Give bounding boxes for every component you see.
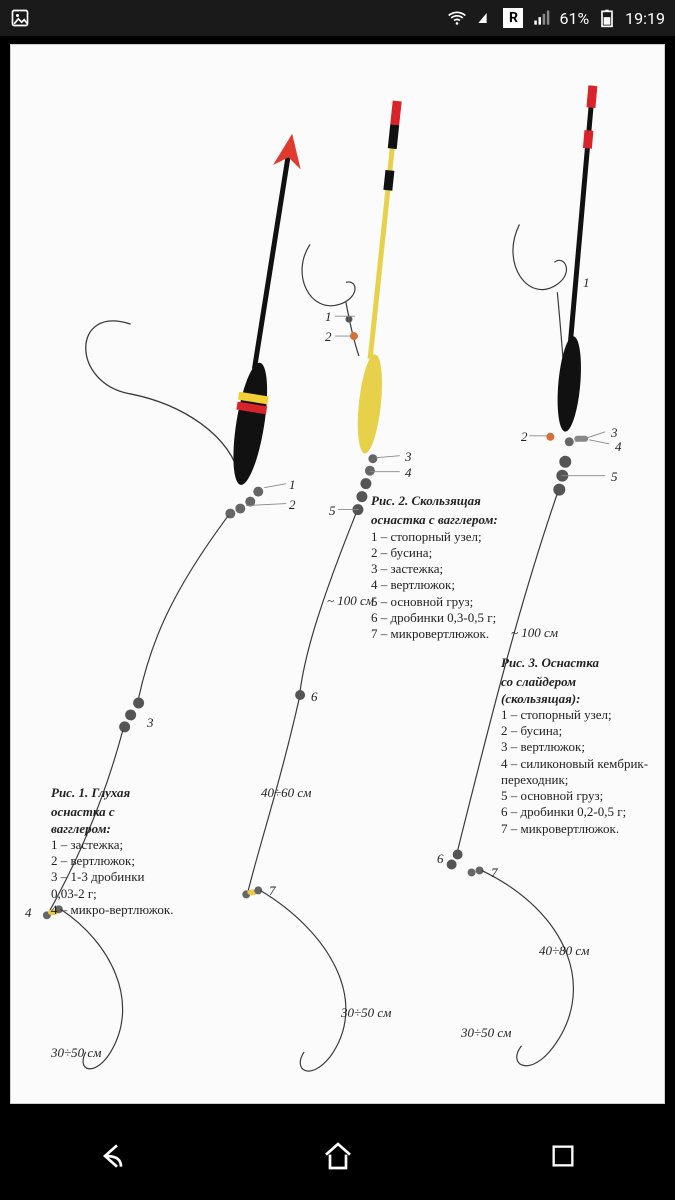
rig1-title3: вагглером: bbox=[51, 821, 231, 837]
rig2-title: Рис. 2. Скользящая bbox=[371, 493, 581, 509]
image-viewer[interactable]: 1 2 3 4 1 2 3 4 5 6 7 1 2 3 4 5 6 7 ~ 10… bbox=[0, 36, 675, 1112]
rig2-item-3: 3 – застежка; bbox=[371, 561, 581, 577]
diagram-page: 1 2 3 4 1 2 3 4 5 6 7 1 2 3 4 5 6 7 ~ 10… bbox=[10, 44, 665, 1104]
rig1-title2: оснастка с bbox=[51, 804, 231, 820]
rig2-item-1: 1 – стопорный узел; bbox=[371, 529, 581, 545]
rig2-num-5: 5 bbox=[329, 503, 336, 519]
android-nav-bar bbox=[0, 1112, 675, 1200]
rig3-item-2: 2 – бусина; bbox=[501, 723, 665, 739]
rig2-num-3: 3 bbox=[405, 449, 412, 465]
rig2-item-5: 5 – основной груз; bbox=[371, 594, 581, 610]
rig3-num-2: 2 bbox=[521, 429, 528, 445]
rig2-num-6: 6 bbox=[311, 689, 318, 705]
rig2-title2: оснастка с вагглером: bbox=[371, 512, 581, 528]
rig3-num-5: 5 bbox=[611, 469, 618, 485]
rig2-num-2: 2 bbox=[325, 329, 332, 345]
home-button[interactable] bbox=[308, 1126, 368, 1186]
rig3-item-4b: переходник; bbox=[501, 772, 665, 788]
rig1-item-1: 1 – застежка; bbox=[51, 837, 231, 853]
image-icon bbox=[10, 8, 30, 28]
rig1-item-2: 2 – вертлюжок; bbox=[51, 853, 231, 869]
rig2-num-1: 1 bbox=[325, 309, 332, 325]
rig3-item-4: 4 – силиконовый кембрик- bbox=[501, 756, 665, 772]
rig2-item-2: 2 – бусина; bbox=[371, 545, 581, 561]
rig1-callout: Рис. 1. Глухая оснастка с вагглером: 1 –… bbox=[51, 785, 231, 918]
rig3-title2: со слайдером bbox=[501, 674, 665, 690]
back-icon bbox=[97, 1140, 129, 1172]
battery-percent: 61% bbox=[559, 9, 589, 28]
rig3-callout: Рис. 3. Оснастка со слайдером (скользяща… bbox=[501, 655, 665, 837]
rig2-dim-mid: 40÷60 см bbox=[261, 785, 311, 801]
rig3-item-3: 3 – вертлюжок; bbox=[501, 739, 665, 755]
rig3-num-4: 4 bbox=[615, 439, 622, 455]
battery-icon bbox=[597, 8, 617, 28]
rig3-title3: (скользящая): bbox=[501, 691, 665, 707]
rig1-num-1: 1 bbox=[289, 477, 296, 493]
app-badge: R bbox=[503, 8, 523, 28]
rig2-callout: Рис. 2. Скользящая оснастка с вагглером:… bbox=[371, 493, 581, 642]
status-left-icons bbox=[10, 8, 30, 28]
android-status-bar: R 61% 19:19 bbox=[0, 0, 675, 36]
rig3-item-6: 6 – дробинки 0,2-0,5 г; bbox=[501, 804, 665, 820]
float-1 bbox=[227, 132, 306, 488]
rig1-dim: 30÷50 см bbox=[51, 1045, 101, 1061]
rig3-num-1: 1 bbox=[583, 275, 590, 291]
rig2-item-4: 4 – вертлюжок; bbox=[371, 577, 581, 593]
wifi-icon bbox=[447, 8, 467, 28]
recents-icon bbox=[549, 1142, 577, 1170]
signal-icon bbox=[531, 8, 551, 28]
rig2-num-4: 4 bbox=[405, 465, 412, 481]
home-icon bbox=[322, 1140, 354, 1172]
rig1-num-2: 2 bbox=[289, 497, 296, 513]
rig2-dim-lower: 30÷50 см bbox=[341, 1005, 391, 1021]
status-right-icons: R 61% 19:19 bbox=[447, 8, 665, 28]
rig3-dim-lower: 30÷50 см bbox=[461, 1025, 511, 1041]
rig3-num-6: 6 bbox=[437, 851, 444, 867]
rig2-num-7: 7 bbox=[269, 883, 276, 899]
clock: 19:19 bbox=[625, 9, 665, 28]
rig1-num-3: 3 bbox=[147, 715, 154, 731]
rig1-title: Рис. 1. Глухая bbox=[51, 785, 231, 801]
rig1-item-3b: 0,03-2 г; bbox=[51, 886, 231, 902]
float-2 bbox=[354, 101, 402, 455]
rig1-item-3: 3 – 1-3 дробинки bbox=[51, 869, 231, 885]
rig3-dim-mid: 40÷80 см bbox=[539, 943, 589, 959]
rig2-item-6: 6 – дробинки 0,3-0,5 г; bbox=[371, 610, 581, 626]
rig3-num-7: 7 bbox=[491, 865, 498, 881]
recents-button[interactable] bbox=[533, 1126, 593, 1186]
back-button[interactable] bbox=[83, 1126, 143, 1186]
float-3 bbox=[554, 85, 597, 432]
rig3-item-1: 1 – стопорный узел; bbox=[501, 707, 665, 723]
rig3-item-7: 7 – микровертлюжок. bbox=[501, 821, 665, 837]
rig3-item-5: 5 – основной груз; bbox=[501, 788, 665, 804]
rig2-item-7: 7 – микровертлюжок. bbox=[371, 626, 581, 642]
rig1-item-4: 4 – микро-вертлюжок. bbox=[51, 902, 231, 918]
cast-icon bbox=[475, 8, 495, 28]
rig1-num-4: 4 bbox=[25, 905, 32, 921]
rig3-title: Рис. 3. Оснастка bbox=[501, 655, 665, 671]
rig2-dim-100: ~ 100 см bbox=[327, 593, 374, 609]
